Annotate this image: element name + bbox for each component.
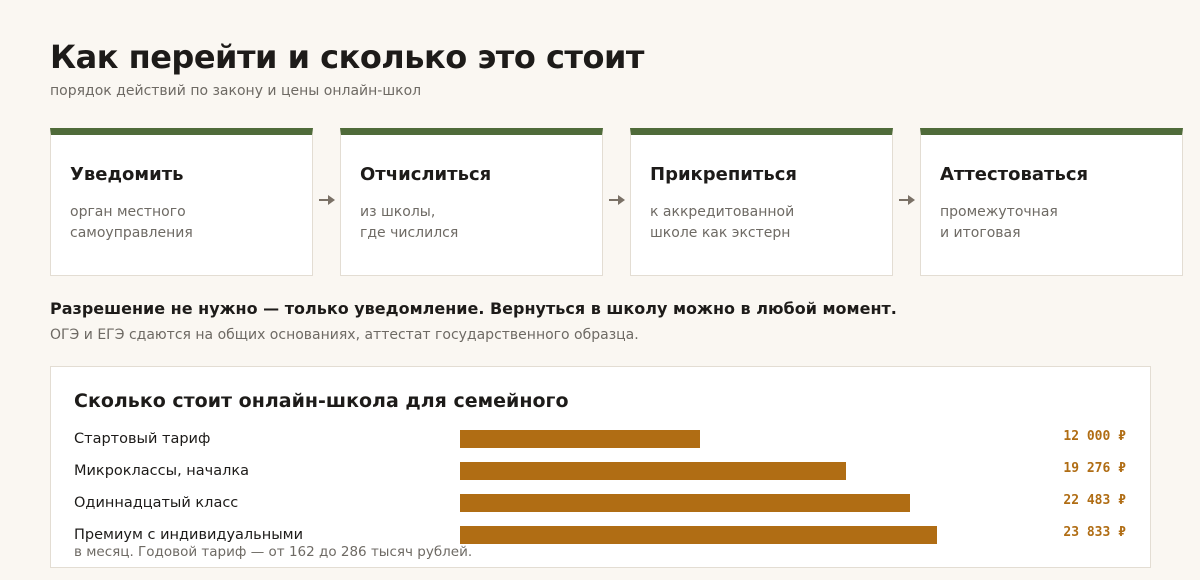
bar-category-label: Микроклассы, началка bbox=[74, 463, 250, 479]
step-description: из школы, где числился bbox=[360, 204, 459, 241]
arrow-right-icon bbox=[899, 195, 915, 205]
bar-value-label: 22 483 ₽ bbox=[1063, 493, 1126, 508]
step-description: к аккредитованной школе как экстерн bbox=[650, 204, 795, 241]
bar-category-label: Премиум с индивидуальными bbox=[74, 527, 304, 543]
chart-footnote: в месяц. Годовой тариф — от 162 до 286 т… bbox=[74, 544, 473, 560]
bar-category-label: Стартовый тариф bbox=[74, 431, 211, 447]
step-title: Уведомить bbox=[70, 164, 184, 185]
bar-value-label: 23 833 ₽ bbox=[1063, 525, 1126, 540]
price-bar bbox=[460, 494, 910, 512]
step-title: Аттестоваться bbox=[940, 164, 1089, 185]
key-note: Разрешение не нужно — только уведомление… bbox=[50, 299, 897, 318]
chart-title: Сколько стоит онлайн-школа для семейного bbox=[74, 390, 569, 412]
arrow-right-icon bbox=[319, 195, 335, 205]
step-description: орган местного самоуправления bbox=[70, 204, 193, 241]
step-title: Отчислиться bbox=[360, 164, 492, 185]
bar-category-label: Одиннадцатый класс bbox=[74, 495, 239, 511]
step-card-attach: Прикрепиться к аккредитованной школе как… bbox=[630, 128, 893, 276]
step-card-expel: Отчислиться из школы, где числился bbox=[340, 128, 603, 276]
bar-value-label: 12 000 ₽ bbox=[1063, 429, 1126, 444]
exam-note: ОГЭ и ЕГЭ сдаются на общих основаниях, а… bbox=[50, 327, 639, 343]
step-description: промежуточная и итоговая bbox=[940, 204, 1058, 241]
arrow-right-icon bbox=[609, 195, 625, 205]
page-subtitle: порядок действий по закону и цены онлайн… bbox=[50, 83, 422, 99]
step-title: Прикрепиться bbox=[650, 164, 797, 185]
price-bar bbox=[460, 430, 700, 448]
price-chart: Сколько стоит онлайн-школа для семейного… bbox=[50, 366, 1151, 568]
page-title: Как перейти и сколько это стоит bbox=[50, 38, 644, 76]
step-card-notify: Уведомить орган местного самоуправления bbox=[50, 128, 313, 276]
bar-value-label: 19 276 ₽ bbox=[1063, 461, 1126, 476]
price-bar bbox=[460, 462, 846, 480]
step-card-certify: Аттестоваться промежуточная и итоговая bbox=[920, 128, 1183, 276]
price-bar bbox=[460, 526, 937, 544]
